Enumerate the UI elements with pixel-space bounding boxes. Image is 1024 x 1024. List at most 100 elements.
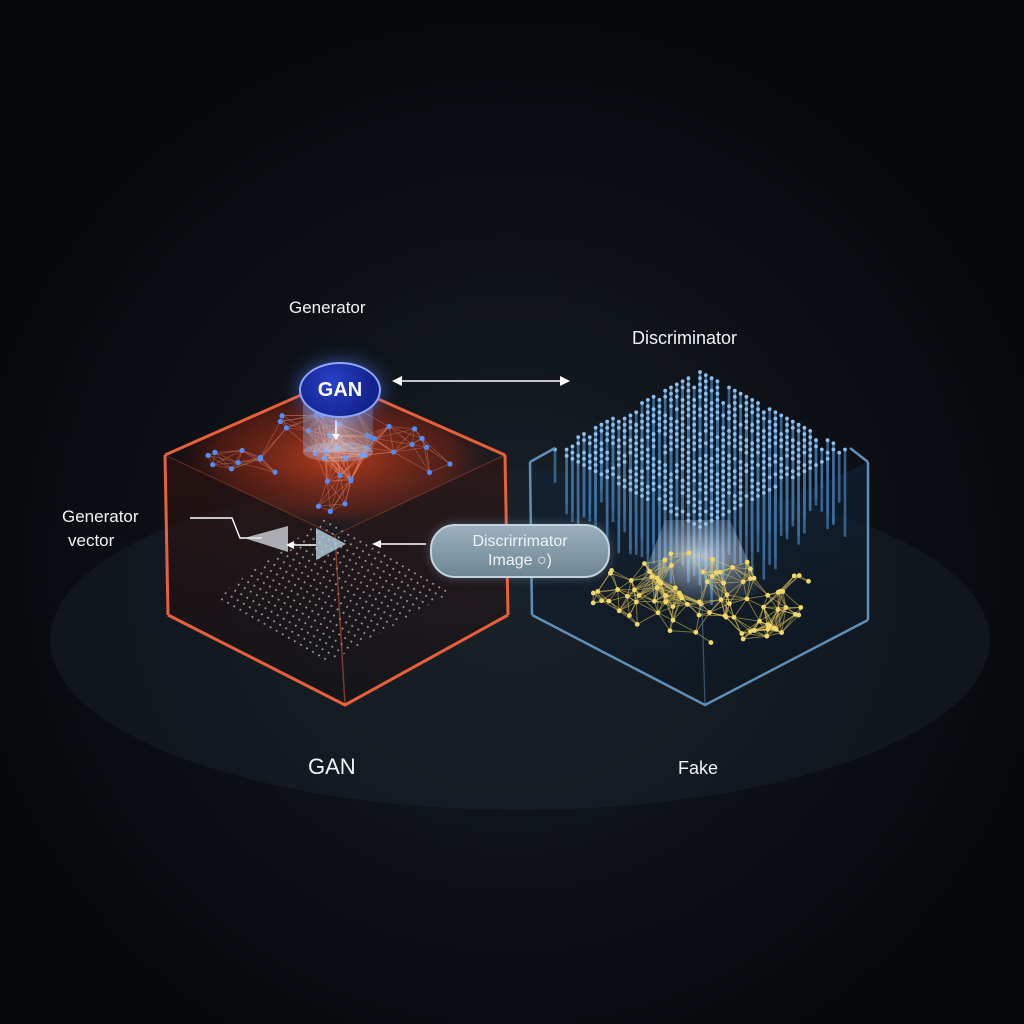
generator-node [447, 461, 453, 467]
discriminator-pillar-cap [790, 425, 795, 430]
discriminator-pillar-cap [634, 422, 639, 427]
discriminator-pillar-cap [761, 441, 766, 446]
discriminator-pillar-cap [796, 422, 801, 427]
discriminator-pillar-cap [715, 497, 720, 501]
discriminator-pillar-cap [727, 509, 731, 514]
discriminator-pillar-cap [750, 472, 755, 477]
discriminator-link [687, 603, 710, 614]
discriminator-pillar-cap [680, 422, 685, 427]
discriminator-pillar-cap [715, 391, 720, 396]
discriminator-pillar-cap [645, 422, 650, 427]
discriminator-pillar-cap [680, 404, 685, 408]
discriminator-pillar-cap [715, 453, 720, 458]
discriminator-pillar-cap [738, 447, 743, 452]
discriminator-link [753, 606, 764, 631]
discriminator-link [649, 559, 666, 572]
generator-link [212, 464, 232, 470]
discriminator-pillar-cap [698, 512, 702, 517]
discriminator-pillar-cap [756, 419, 760, 424]
discriminator-link [709, 603, 730, 613]
discriminator-pillar-cap [732, 469, 737, 474]
discriminator-pillar-cap [756, 450, 760, 455]
discriminator-pillar-cap [785, 453, 789, 458]
discriminator-node [670, 604, 676, 610]
discriminator-pillar-cap [669, 404, 673, 408]
generator-link [326, 448, 338, 482]
discriminator-link [672, 603, 688, 608]
discriminator-node-network [590, 550, 811, 645]
generator-link [374, 438, 413, 445]
discriminator-pillar-cap [645, 435, 650, 439]
discriminator-box-edge-front [699, 539, 706, 706]
discriminator-pillar-cap [692, 410, 697, 415]
discriminator-pillar-cap [703, 373, 708, 377]
generator-link [370, 426, 390, 438]
discriminator-pillar-cap [703, 410, 708, 415]
discriminator-box-edge-top-right [849, 447, 869, 463]
discriminator-pillar-cap [599, 441, 604, 446]
discriminator-pillar-cap [767, 407, 772, 412]
discriminator-pillar-cap [628, 413, 633, 418]
discriminator-pillar-cap [750, 497, 755, 501]
discriminator-pillar-cap [790, 444, 795, 449]
generator-link [207, 454, 239, 464]
discriminator-pillar-cap [674, 469, 679, 474]
discriminator-pillar-cap [732, 407, 737, 412]
generator-link [207, 455, 232, 470]
discriminator-link [749, 578, 769, 596]
discriminator-pillar-cap [587, 466, 592, 470]
discriminator-pillar-cap [761, 466, 766, 470]
discriminator-pillar-cap [599, 460, 604, 464]
generator-node [272, 469, 278, 475]
discriminator-pillar-cap [715, 379, 720, 384]
discriminator-pillar-cap [703, 466, 708, 470]
discriminator-node [649, 574, 655, 580]
discriminator-pillar-cap [680, 509, 685, 514]
generator-node [239, 447, 245, 454]
discriminator-pillar-cap [744, 450, 749, 455]
discriminator-pillar-cap [634, 484, 639, 489]
discriminator-pillar-cap [703, 441, 708, 446]
discriminator-pillar-cap [744, 444, 749, 449]
discriminator-pillar-cap [779, 475, 784, 480]
generator-link [315, 452, 341, 476]
generator-node [426, 469, 433, 475]
discriminator-pillar-cap [808, 441, 813, 446]
discriminator-pillar-cap [779, 444, 784, 449]
discriminator-link [608, 589, 619, 602]
discriminator-pillar-cap [750, 398, 755, 402]
discriminator-pillar-cap [651, 469, 656, 474]
discriminator-pillar-cap [814, 463, 818, 467]
gan-badge-text: GAN [317, 378, 363, 401]
discriminator-pillar-cap [750, 410, 755, 415]
generator-link [326, 481, 331, 512]
discriminator-link [741, 620, 760, 634]
discriminator-pillar-cap [698, 407, 702, 412]
generator-link [374, 438, 394, 453]
discriminator-pillar-cap [622, 441, 627, 446]
discriminator-pillar-cap [663, 475, 668, 480]
generator-link [325, 451, 352, 480]
generator-node [386, 423, 392, 430]
generator-link [426, 447, 430, 473]
discriminator-pillar-cap [785, 422, 789, 427]
generator-link [325, 451, 341, 476]
discriminator-pillar-cap [698, 382, 702, 387]
discriminator-node [747, 576, 753, 582]
discriminator-pillar-cap [779, 456, 784, 461]
generator-link [318, 475, 341, 507]
discriminator-node [751, 627, 757, 633]
discriminator-pillar-cap [663, 487, 668, 492]
discriminator-pillar-cap [732, 419, 737, 424]
discriminator-pillar-cap [796, 429, 801, 433]
discriminator-pillar-cap [587, 453, 592, 458]
discriminator-pillar-cap [721, 401, 726, 405]
discriminator-link [654, 600, 674, 608]
discriminator-pillar-cap [750, 441, 755, 446]
discriminator-link [733, 598, 748, 618]
discriminator-pillar-cap [582, 456, 586, 461]
generator-link [326, 457, 347, 482]
discriminator-node [717, 569, 723, 575]
discriminator-pillar-cap [669, 509, 673, 514]
discriminator-link [707, 581, 724, 584]
